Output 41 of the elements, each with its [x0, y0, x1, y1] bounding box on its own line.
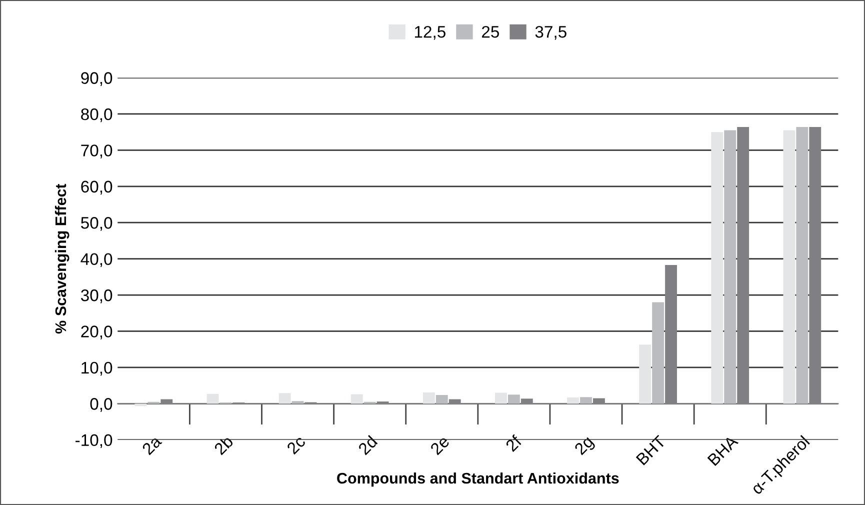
bar: [495, 392, 507, 404]
legend-label: 12,5: [414, 26, 446, 40]
y-tick-label: 20,0: [81, 326, 112, 340]
x-tick-label: 2a: [141, 434, 162, 456]
bar: [278, 393, 291, 404]
bar: [783, 130, 796, 404]
y-tick-label: 60,0: [81, 180, 112, 195]
x-tick-label: BHA: [707, 434, 739, 466]
bar: [422, 392, 435, 404]
x-tick-label: 2d: [357, 434, 378, 456]
y-tick-label: 0,0: [90, 398, 112, 412]
bar: [652, 302, 664, 404]
x-tick-label: 2f: [504, 434, 522, 452]
legend-label: 25: [482, 26, 499, 38]
bar: [292, 401, 304, 404]
x-tick-label: 2b: [213, 434, 234, 456]
y-tick-label: 90,0: [81, 72, 112, 86]
bar: [567, 397, 579, 404]
y-tick-label: -10,0: [76, 434, 112, 448]
bar: [724, 130, 736, 404]
y-tick-label: 30,0: [80, 289, 112, 304]
bar: [134, 404, 147, 406]
legend-label: 37,5: [535, 26, 566, 40]
y-tick-label: 50,0: [81, 217, 112, 231]
bar: [711, 132, 724, 404]
x-tick-label: 2c: [286, 434, 306, 455]
x-axis-title: Compounds and Standart Antioxidants: [337, 472, 619, 487]
x-tick-label: 2e: [430, 435, 450, 456]
bar: [580, 397, 592, 404]
y-tick-label: 10,0: [82, 362, 112, 376]
bar: [508, 394, 520, 404]
bar: [206, 394, 219, 404]
y-tick-label: 40,0: [80, 253, 112, 267]
bar: [639, 344, 652, 404]
y-tick-label: 80,0: [81, 108, 112, 122]
bar: [436, 394, 448, 404]
y-axis-title: % Scavenging Effect: [54, 184, 70, 334]
bar: [796, 127, 808, 404]
bar: [350, 394, 363, 404]
y-tick-label: 70,0: [81, 144, 112, 158]
x-tick-label: 2g: [574, 435, 596, 458]
